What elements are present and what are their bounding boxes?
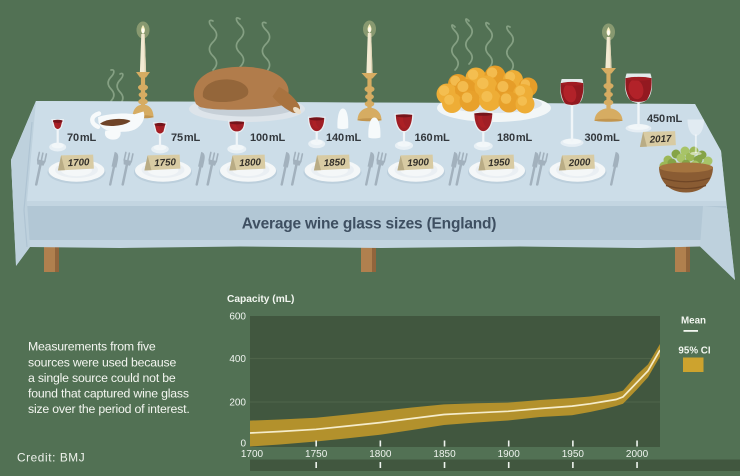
svg-text:1800: 1800: [239, 157, 262, 169]
svg-text:size over the period of intere: size over the period of interest.: [28, 402, 190, 416]
svg-text:450 mL: 450 mL: [647, 113, 683, 125]
svg-text:600: 600: [229, 312, 246, 323]
svg-text:Capacity (mL): Capacity (mL): [227, 294, 294, 305]
svg-text:Mean: Mean: [681, 316, 706, 327]
svg-text:1700: 1700: [241, 449, 264, 460]
svg-text:100 mL: 100 mL: [250, 132, 286, 144]
svg-text:140 mL: 140 mL: [326, 132, 362, 144]
svg-text:75 mL: 75 mL: [171, 132, 201, 144]
svg-text:Average wine glass sizes (Engl: Average wine glass sizes (England): [242, 216, 497, 233]
svg-text:2017: 2017: [648, 134, 672, 146]
svg-text:a single source could not be: a single source could not be: [28, 371, 176, 385]
svg-text:300 mL: 300 mL: [585, 132, 621, 144]
svg-text:1900: 1900: [498, 449, 521, 460]
svg-text:200: 200: [229, 398, 246, 409]
svg-text:sources were used because: sources were used because: [28, 355, 176, 369]
svg-text:1950: 1950: [488, 157, 511, 169]
svg-text:180 mL: 180 mL: [497, 132, 533, 144]
svg-text:95% CI: 95% CI: [678, 346, 710, 357]
svg-text:1750: 1750: [305, 449, 328, 460]
svg-text:1850: 1850: [323, 157, 346, 169]
svg-text:Measurements from five: Measurements from five: [28, 340, 156, 354]
svg-text:found that captured wine glass: found that captured wine glass: [28, 387, 189, 401]
svg-text:0: 0: [240, 439, 246, 450]
svg-text:160 mL: 160 mL: [415, 132, 451, 144]
svg-text:70 mL: 70 mL: [67, 132, 97, 144]
svg-text:1850: 1850: [433, 449, 456, 460]
svg-text:400: 400: [229, 354, 246, 365]
svg-text:Credit: BMJ: Credit: BMJ: [17, 451, 85, 465]
svg-text:1700: 1700: [67, 157, 90, 169]
svg-text:1900: 1900: [407, 157, 430, 169]
svg-text:1750: 1750: [154, 157, 177, 169]
svg-text:1800: 1800: [369, 449, 392, 460]
svg-text:1950: 1950: [562, 449, 585, 460]
svg-text:2000: 2000: [567, 157, 591, 169]
svg-text:2000: 2000: [626, 449, 649, 460]
